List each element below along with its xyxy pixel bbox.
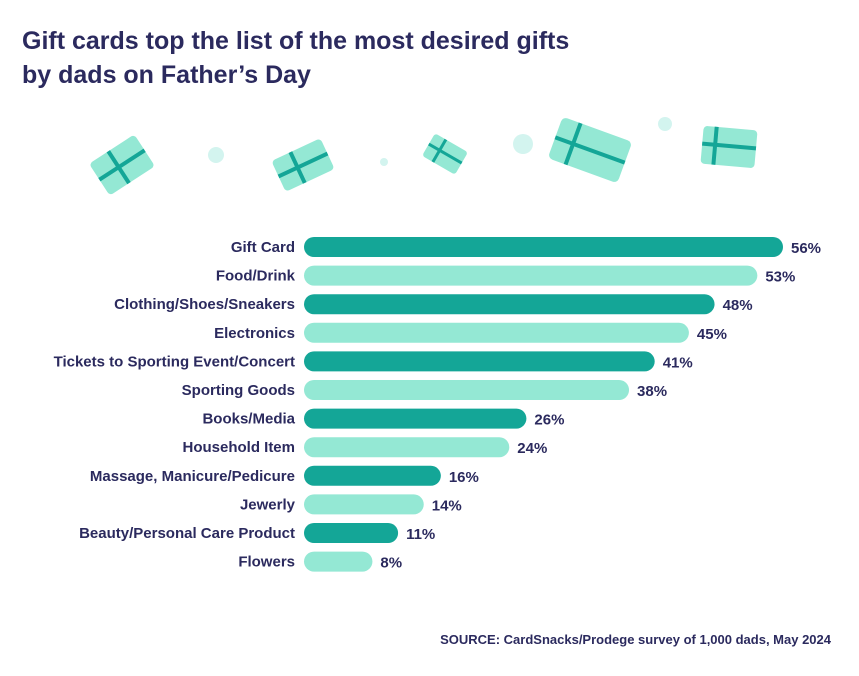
value-label: 45%: [697, 326, 727, 343]
bar-2: [304, 294, 715, 315]
bar-1: [304, 265, 758, 286]
gift-icon: [90, 135, 154, 195]
source-note: SOURCE: CardSnacks/Prodege survey of 1,0…: [440, 632, 831, 647]
category-label: Sporting Goods: [182, 382, 295, 399]
value-label: 53%: [765, 269, 795, 286]
category-label: Jewerly: [240, 496, 296, 513]
gift-decorations: [90, 117, 758, 195]
value-label: 26%: [534, 412, 564, 429]
bar-5: [304, 380, 630, 400]
value-label: 41%: [663, 354, 693, 371]
bar-6: [304, 408, 527, 429]
bar-7: [304, 437, 510, 458]
value-label: 14%: [432, 497, 462, 514]
value-label: 8%: [380, 555, 402, 572]
category-label: Gift Card: [231, 239, 295, 256]
gift-icon: [549, 118, 631, 182]
value-label: 24%: [517, 440, 547, 457]
category-label: Tickets to Sporting Event/Concert: [54, 353, 295, 370]
bar-4: [304, 351, 655, 372]
gift-icon: [423, 134, 467, 174]
gift-icon: [272, 139, 334, 191]
value-label: 38%: [637, 383, 667, 400]
category-label: Clothing/Shoes/Sneakers: [114, 296, 295, 313]
value-label: 56%: [791, 240, 821, 257]
bar-3: [304, 322, 689, 343]
value-label: 11%: [406, 526, 435, 543]
category-label: Flowers: [238, 554, 295, 571]
bar-8: [304, 465, 441, 486]
category-label: Books/Media: [202, 411, 295, 428]
bar-chart: Gift Card 56% Food/Drink 53% Clothing/Shoes/…: [54, 237, 821, 572]
bar-9: [304, 494, 424, 515]
gift-icon: [700, 126, 758, 168]
bar-10: [304, 523, 399, 543]
category-label: Food/Drink: [216, 268, 296, 285]
category-label: Beauty/Personal Care Product: [79, 525, 295, 542]
category-label: Household Item: [182, 439, 295, 456]
value-label: 16%: [449, 469, 479, 486]
bar-11: [304, 551, 373, 572]
confetti-dot: [658, 117, 672, 131]
confetti-dot: [513, 134, 533, 154]
category-label: Massage, Manicure/Pedicure: [90, 468, 295, 485]
confetti-dot: [208, 147, 224, 163]
bar-0: [304, 237, 783, 257]
chart-title: Gift cards top the list of the most desi…: [22, 27, 570, 89]
value-label: 48%: [723, 297, 753, 314]
category-label: Electronics: [214, 325, 295, 342]
confetti-dot: [380, 158, 388, 166]
